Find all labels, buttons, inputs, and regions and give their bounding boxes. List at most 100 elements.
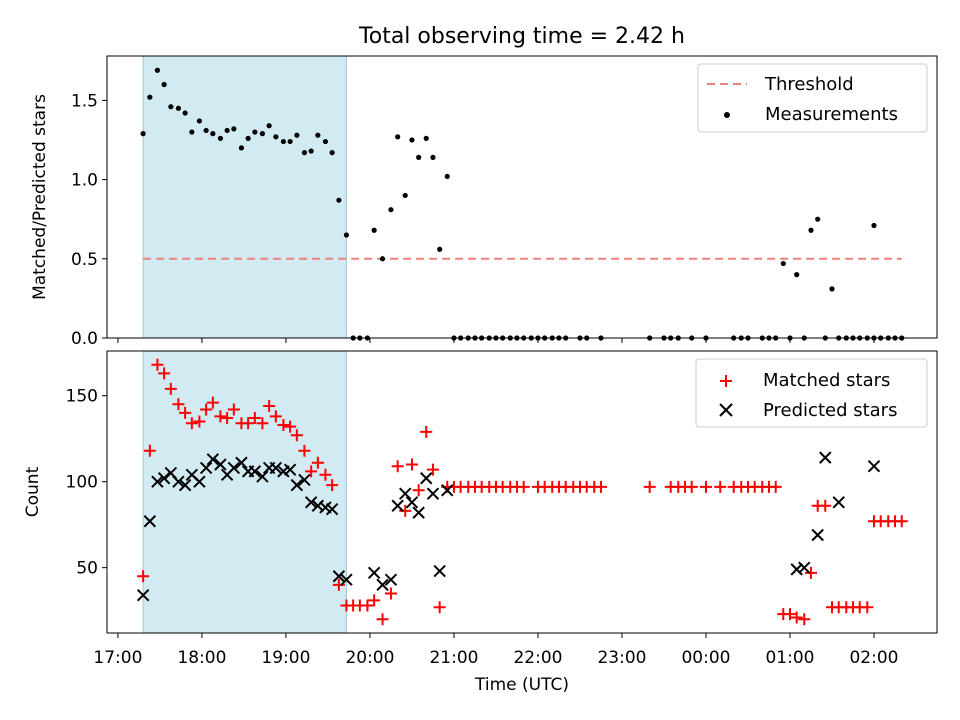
top-series-0-point bbox=[280, 138, 287, 145]
top-series-0-point bbox=[402, 192, 408, 199]
bottom-y-ticks: 50 100 150 bbox=[66, 387, 107, 579]
top-series-0-point bbox=[273, 134, 279, 140]
top-series-0-point bbox=[371, 227, 377, 233]
bottom-series-1-point bbox=[399, 487, 412, 500]
top-series-0-point bbox=[196, 118, 203, 124]
top-y-ticks: 0.0 0.5 1.0 1.5 bbox=[71, 91, 107, 349]
top-series-0-point bbox=[147, 94, 153, 100]
top-series-0-point bbox=[379, 256, 386, 262]
xtick-label: 18:00 bbox=[177, 648, 226, 668]
bottom-series-1-point bbox=[420, 472, 433, 485]
bottom-series-1-point bbox=[412, 506, 425, 519]
bottom-series-0-point bbox=[143, 444, 156, 457]
top-series-0-point bbox=[322, 138, 329, 145]
top-series-0-point bbox=[794, 272, 800, 278]
top-series-0-point bbox=[430, 154, 436, 160]
bottom-series-1-point bbox=[151, 475, 164, 488]
top-series-0-point bbox=[287, 138, 293, 145]
top-series-0-point bbox=[175, 105, 182, 111]
xtick-label: 20:00 bbox=[345, 648, 394, 668]
bottom-series-0-point bbox=[164, 382, 177, 395]
top-series-0-point bbox=[210, 131, 216, 137]
top-series-0-point bbox=[329, 150, 335, 156]
bottom-series-1-point bbox=[298, 473, 311, 487]
bottom-series-1-point bbox=[214, 458, 227, 471]
bottom-series-0-point bbox=[643, 480, 656, 493]
bottom-series-0-point bbox=[179, 406, 192, 419]
xtick-label: 00:00 bbox=[681, 648, 730, 668]
bottom-series-0-point bbox=[151, 358, 164, 371]
top-x-ticks bbox=[117, 338, 875, 343]
bottom-series-0-point bbox=[305, 465, 318, 478]
bottom-series-1-point bbox=[798, 561, 811, 574]
xtick-label: 19:00 bbox=[261, 648, 310, 668]
bottom-series-0-point bbox=[895, 515, 908, 528]
top-axes-frame bbox=[106, 55, 938, 339]
legend-matched-marker bbox=[720, 375, 732, 387]
bottom-series-0-point bbox=[399, 504, 412, 517]
bottom-series-0-point bbox=[284, 420, 297, 433]
bottom-series-0-point bbox=[594, 480, 607, 493]
bottom-series-0-point bbox=[685, 480, 698, 493]
top-series-0-point bbox=[161, 81, 167, 88]
legend-measurements-marker bbox=[724, 112, 730, 118]
bottom-legend: Matched stars Predicted stars bbox=[695, 358, 928, 428]
xtick-label: 22:00 bbox=[513, 648, 562, 668]
bottom-series-1-point bbox=[332, 570, 346, 583]
bottom-series-0-point bbox=[783, 608, 796, 621]
top-series-0-point bbox=[336, 197, 342, 203]
legend-predicted-label: Predicted stars bbox=[763, 400, 897, 421]
top-series-0-point bbox=[416, 154, 422, 160]
top-series-0-point bbox=[395, 134, 401, 140]
xtick-label: 02:00 bbox=[849, 648, 898, 668]
top-series-0-point bbox=[154, 67, 161, 73]
bottom-series-1-point bbox=[227, 461, 241, 475]
legend-predicted-marker bbox=[719, 403, 733, 417]
xtick-label: 23:00 bbox=[597, 648, 646, 668]
bottom-series-0-point bbox=[290, 429, 303, 442]
top-series-0-point bbox=[252, 129, 258, 135]
bottom-series-0-point bbox=[242, 417, 255, 430]
legend-measurements-label: Measurements bbox=[765, 104, 898, 125]
bottom-series-1-point bbox=[340, 573, 353, 586]
bottom-ytick-label: 50 bbox=[76, 559, 98, 579]
bottom-series-0-point bbox=[137, 570, 150, 583]
bottom-series-1-point bbox=[235, 456, 248, 469]
bottom-series-1-point bbox=[206, 453, 220, 466]
bottom-legend-box bbox=[695, 358, 928, 428]
top-series-0-point bbox=[231, 126, 237, 132]
top-series-0-point bbox=[182, 110, 188, 116]
top-legend-box bbox=[697, 63, 928, 133]
bottom-series-0-point bbox=[185, 417, 198, 430]
bottom-series-0-point bbox=[256, 417, 269, 430]
bottom-series-0-point bbox=[517, 480, 530, 493]
bottom-series-1-point bbox=[405, 496, 419, 509]
bottom-series-0-point bbox=[263, 400, 276, 413]
top-series-0-point bbox=[168, 104, 174, 110]
top-ylabel: Matched/Predicted stars bbox=[30, 94, 50, 300]
bottom-series-1-point bbox=[256, 470, 269, 483]
bottom-series-1-point bbox=[193, 475, 206, 488]
bottom-series-1-point bbox=[178, 478, 192, 492]
bottom-series-1-point bbox=[248, 465, 262, 478]
bottom-series-1-point bbox=[867, 459, 881, 473]
bottom-series-0-point bbox=[368, 594, 381, 607]
xtick-label: 01:00 bbox=[765, 648, 814, 668]
legend-matched-label: Matched stars bbox=[763, 370, 890, 391]
top-series-0-point bbox=[224, 127, 230, 134]
bottom-series-0-point bbox=[248, 412, 261, 425]
count-points bbox=[136, 358, 908, 626]
top-series-0-point bbox=[189, 129, 195, 135]
bottom-series-0-point bbox=[277, 418, 290, 431]
bottom-series-1-point bbox=[290, 478, 304, 492]
bottom-highlight-span bbox=[142, 350, 347, 634]
bottom-series-0-point bbox=[433, 601, 446, 614]
bottom-series-1-point bbox=[441, 484, 454, 497]
legend-threshold-label: Threshold bbox=[764, 74, 854, 95]
bottom-series-0-point bbox=[361, 599, 374, 612]
top-series-0-point bbox=[294, 132, 300, 138]
bottom-series-1-point bbox=[269, 461, 283, 475]
bottom-series-0-point bbox=[332, 578, 345, 591]
bottom-series-0-point bbox=[269, 410, 282, 423]
